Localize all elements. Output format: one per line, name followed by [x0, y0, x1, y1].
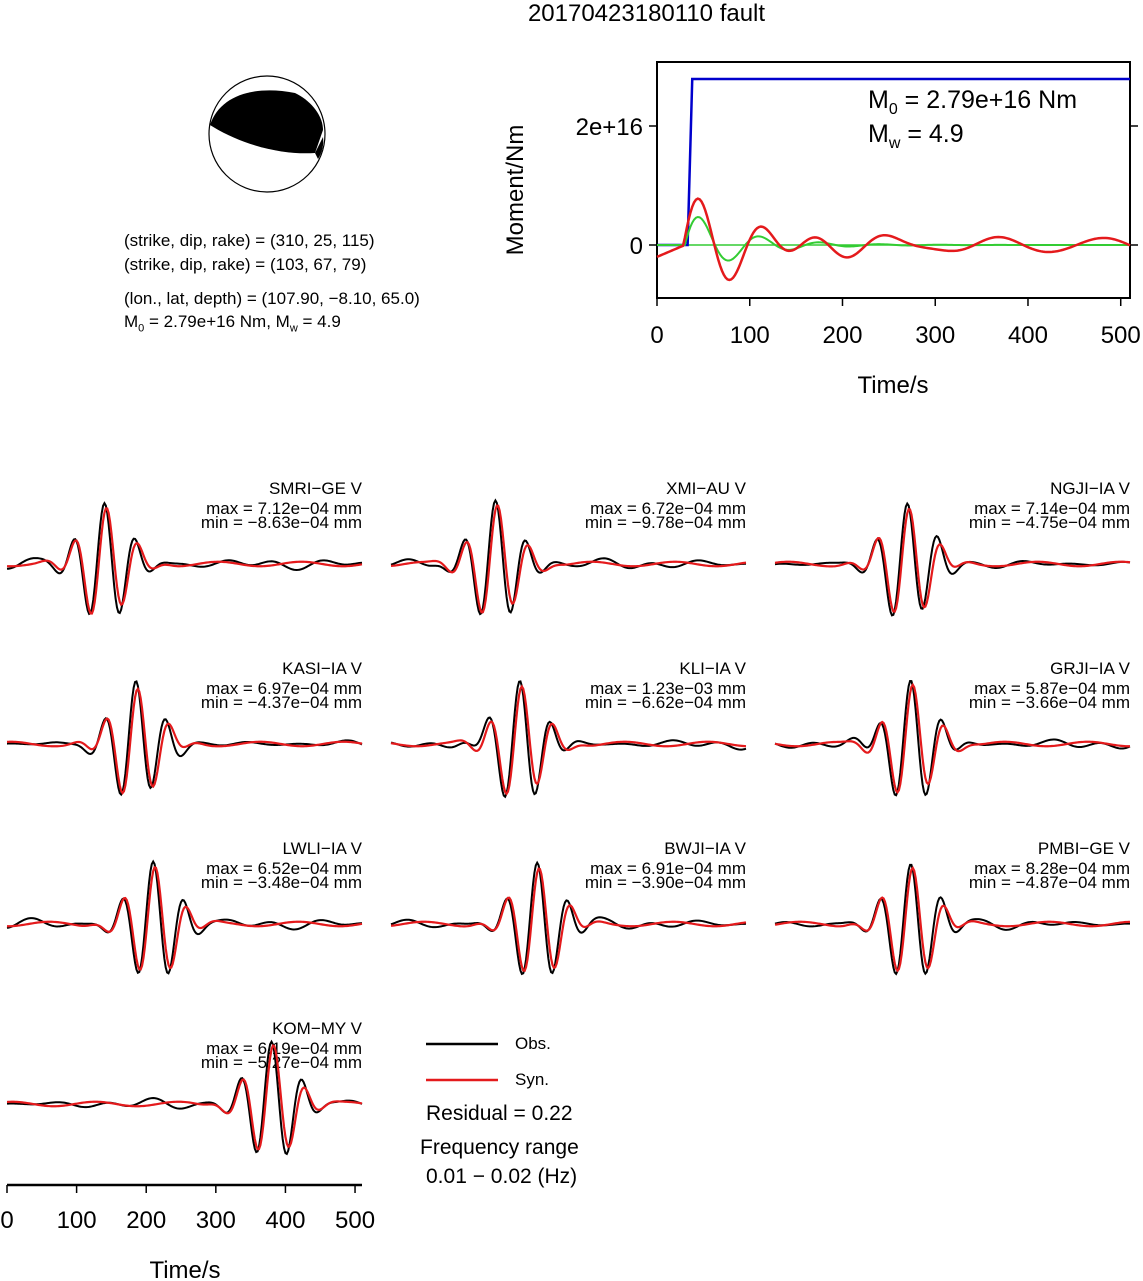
- legend: [426, 1042, 498, 1082]
- location-depth: (lon., lat, depth) = (107.90, −8.10, 65.…: [124, 289, 420, 308]
- x-tick-label: 300: [196, 1207, 236, 1234]
- obs-trace: [6, 1039, 363, 1156]
- beachball-icon: [208, 75, 326, 193]
- station-max: max = 5.87e−04 mm: [974, 679, 1130, 698]
- station-label: XMI−AU V: [666, 479, 746, 498]
- station-label: SMRI−GE V: [269, 479, 363, 498]
- stf-red-series: [656, 197, 1131, 282]
- frequency-range: 0.01 − 0.02 (Hz): [426, 1165, 578, 1188]
- moment-magnitude: M0 = 2.79e+16 Nm, Mw = 4.9: [124, 312, 341, 335]
- x-tick-label: 500: [335, 1207, 375, 1234]
- station-min: min = −3.66e−04 mm: [969, 693, 1130, 712]
- syn-trace: [390, 867, 747, 972]
- mw-annotation: Mw = 4.9: [868, 120, 964, 152]
- y-axis-label: Moment/Nm: [502, 125, 529, 256]
- obs-trace: [774, 680, 1131, 797]
- obs-trace: [6, 859, 363, 975]
- station-max: max = 6.52e−04 mm: [206, 859, 362, 878]
- x-tick-label: 400: [1008, 322, 1048, 349]
- station-max: max = 6.72e−04 mm: [590, 499, 746, 518]
- station-min: min = −5.27e−04 mm: [201, 1053, 362, 1072]
- syn-trace: [6, 1044, 363, 1151]
- station-min: min = −9.78e−04 mm: [585, 513, 746, 532]
- x-tick-label: 200: [126, 1207, 166, 1234]
- syn-trace: [774, 866, 1131, 973]
- station-max: max = 6.19e−04 mm: [206, 1039, 362, 1058]
- x-axis-label: Time/s: [149, 1257, 220, 1281]
- station-min: min = −6.62e−04 mm: [585, 693, 746, 712]
- station-max: max = 6.97e−04 mm: [206, 679, 362, 698]
- syn-trace: [6, 686, 363, 795]
- station-max: max = 7.12e−04 mm: [206, 499, 362, 518]
- x-tick-label: 500: [1101, 322, 1141, 349]
- moment-rate-chart: 0 100 200 300 400 500 0 2e+16 Moment/Nm Time/s…: [502, 61, 1141, 399]
- x-tick-label: 0: [0, 1207, 13, 1234]
- station-min: min = −4.75e−04 mm: [969, 513, 1130, 532]
- station-label: LWLI−IA V: [282, 839, 362, 858]
- station-max: max = 7.14e−04 mm: [974, 499, 1130, 518]
- syn-trace: [6, 507, 363, 615]
- station-label: BWJI−IA V: [664, 839, 746, 858]
- station-min: min = −3.48e−04 mm: [201, 873, 362, 892]
- nodal-plane-1: (strike, dip, rake) = (310, 25, 115): [124, 231, 375, 250]
- obs-trace: [774, 501, 1131, 617]
- x-tick-label: 200: [822, 322, 862, 349]
- y-tick-label: 0: [630, 233, 643, 260]
- x-tick-label: 0: [650, 322, 663, 349]
- station-min: min = −3.90e−04 mm: [585, 873, 746, 892]
- x-tick-label: 300: [915, 322, 955, 349]
- x-tick-label: 100: [730, 322, 770, 349]
- plot-frame: [656, 61, 1131, 299]
- station-label: KOM−MY V: [272, 1019, 363, 1038]
- syn-trace: [390, 684, 747, 796]
- waveform-x-axis: 0 100 200 300 400 500 Time/s: [0, 1183, 375, 1281]
- chart-title: 20170423180110 fault: [527, 0, 766, 27]
- station-label: KASI−IA V: [282, 659, 363, 678]
- station-max: max = 1.23e−03 mm: [590, 679, 746, 698]
- station-min: min = −4.37e−04 mm: [201, 693, 362, 712]
- station-min: min = −8.63e−04 mm: [201, 513, 362, 532]
- station-label: NGJI−IA V: [1050, 479, 1130, 498]
- m0-annotation: M0 = 2.79e+16 Nm: [868, 86, 1077, 118]
- legend-syn-label: Syn.: [515, 1070, 550, 1089]
- syn-trace: [774, 507, 1131, 613]
- obs-trace: [6, 680, 363, 797]
- frequency-title: Frequency range: [420, 1136, 579, 1159]
- syn-trace: [774, 682, 1131, 795]
- syn-trace: [6, 865, 363, 971]
- station-min: min = −4.87e−04 mm: [969, 873, 1130, 892]
- residual-text: Residual = 0.22: [426, 1102, 573, 1125]
- station-label: PMBI−GE V: [1038, 839, 1131, 858]
- nodal-plane-2: (strike, dip, rake) = (103, 67, 79): [124, 255, 367, 274]
- legend-obs-label: Obs.: [515, 1034, 551, 1053]
- syn-trace: [390, 504, 747, 614]
- y-tick-label: 2e+16: [576, 114, 643, 141]
- stf-green-series: [657, 215, 1131, 262]
- station-max: max = 6.91e−04 mm: [590, 859, 746, 878]
- x-tick-label: 100: [57, 1207, 97, 1234]
- x-axis-label: Time/s: [857, 372, 928, 399]
- station-max: max = 8.28e−04 mm: [974, 859, 1130, 878]
- obs-trace: [774, 863, 1131, 976]
- station-label: KLI−IA V: [679, 659, 746, 678]
- station-label: GRJI−IA V: [1050, 659, 1130, 678]
- x-tick-label: 400: [265, 1207, 305, 1234]
